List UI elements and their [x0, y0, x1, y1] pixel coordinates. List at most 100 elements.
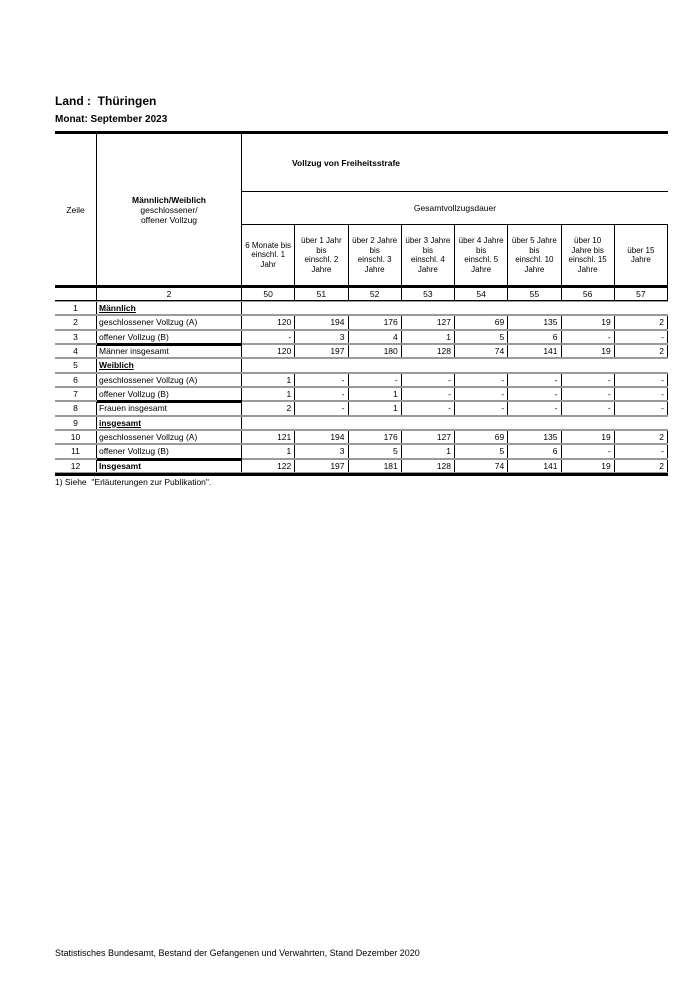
value-cell: - — [402, 387, 455, 401]
value-cell: - — [349, 373, 402, 386]
value-cell: 19 — [562, 316, 615, 329]
duration-header-title: Gesamtvollzugsdauer — [242, 192, 668, 225]
group-label: Männlich — [97, 302, 242, 315]
value-cell: 3 — [295, 330, 349, 343]
table-row-total: 12 Insgesamt 122 197 181 128 74 141 19 2 — [55, 457, 668, 473]
column-number-cell: 2 — [97, 288, 242, 300]
column-number-cell: 51 — [295, 288, 349, 300]
table-row-subtotal: 8 Frauen insgesamt 2 - 1 - - - - - — [55, 400, 668, 416]
zeile-cell: 2 — [55, 316, 97, 329]
value-cell: 5 — [455, 330, 509, 343]
value-cell: - — [615, 402, 668, 415]
empty-span-cell — [242, 302, 668, 314]
value-cell: 176 — [349, 316, 402, 329]
value-cell: - — [562, 373, 615, 386]
value-cell: 121 — [242, 430, 296, 444]
value-cell: 6 — [508, 330, 562, 343]
row-label: Insgesamt — [97, 459, 242, 472]
value-cell: 4 — [349, 330, 402, 343]
value-cell: 1 — [349, 387, 402, 401]
land-label: Land : Thüringen — [55, 94, 157, 108]
value-cell: 181 — [349, 459, 402, 472]
zeile-cell: 12 — [55, 459, 97, 472]
value-cell: - — [402, 402, 455, 415]
value-cell: - — [615, 330, 668, 343]
value-cell: - — [508, 402, 562, 415]
value-cell: - — [562, 330, 615, 343]
column-number-cell: 57 — [615, 288, 668, 300]
row-label: geschlossener Vollzug (A) — [97, 373, 242, 386]
zeile-cell: 7 — [55, 387, 97, 401]
value-cell: - — [615, 373, 668, 386]
value-cell: 141 — [508, 344, 562, 358]
stub-header-subtitle: geschlossener/ offener Vollzug — [140, 204, 198, 225]
footnote: 1) Siehe "Erläuterungen zur Publikation"… — [55, 477, 212, 487]
empty-span-cell — [242, 417, 668, 429]
value-cell: 2 — [242, 402, 296, 415]
value-cell: 74 — [455, 459, 509, 472]
column-number-empty-cell — [55, 288, 97, 300]
value-cell: 180 — [349, 344, 402, 358]
value-cell: - — [562, 402, 615, 415]
value-cell: 141 — [508, 459, 562, 472]
column-number-cell: 52 — [349, 288, 402, 300]
value-cell: - — [295, 387, 349, 401]
value-cell: 2 — [615, 430, 668, 444]
value-cell: 128 — [402, 344, 455, 358]
value-cell: 194 — [295, 430, 349, 444]
value-cell: 135 — [508, 430, 562, 444]
zeile-cell: 1 — [55, 302, 97, 315]
value-cell: 197 — [295, 344, 349, 358]
column-number-cell: 56 — [562, 288, 615, 300]
zeile-cell: 11 — [55, 445, 97, 458]
stub-header-title: Männlich/Weiblich — [132, 194, 206, 205]
column-headers: 6 Monate bis einschl. 1 Jahr über 1 Jahr… — [242, 225, 668, 285]
value-cell: 69 — [455, 430, 509, 444]
page-footer: Statistisches Bundesamt, Bestand der Gef… — [55, 948, 420, 958]
value-cell: 127 — [402, 430, 455, 444]
table-row: 11 offener Vollzug (B) 1 3 5 1 5 6 - - — [55, 444, 668, 459]
table-row: 6 geschlossener Vollzug (A) 1 - - - - - … — [55, 372, 668, 387]
value-cell: 127 — [402, 316, 455, 329]
monat-label: Monat: September 2023 — [55, 114, 168, 125]
value-cell: 1 — [242, 445, 296, 458]
zeile-cell: 4 — [55, 344, 97, 358]
value-cell: 69 — [455, 316, 509, 329]
group-label: Weiblich — [97, 359, 242, 372]
value-cell: 122 — [242, 459, 296, 472]
table-row-subtotal: 4 Männer insgesamt 120 197 180 128 74 14… — [55, 342, 668, 359]
value-cell: - — [615, 445, 668, 458]
table-row-group: 5 Weiblich — [55, 358, 668, 373]
value-cell: - — [615, 387, 668, 401]
value-cell: 2 — [615, 459, 668, 472]
table-row-group: 1 Männlich — [55, 301, 668, 316]
value-cell: 74 — [455, 344, 509, 358]
row-label: offener Vollzug (B) — [97, 330, 242, 343]
value-cell: 1 — [402, 445, 455, 458]
value-cell: 19 — [562, 430, 615, 444]
table-row: 3 offener Vollzug (B) - 3 4 1 5 6 - - — [55, 329, 668, 344]
value-cell: 120 — [242, 344, 296, 358]
value-cell: - — [455, 402, 509, 415]
value-cell: 1 — [349, 402, 402, 415]
row-label: geschlossener Vollzug (A) — [97, 316, 242, 329]
statistics-table: Zeile Männlich/Weiblich geschlossener/ o… — [55, 131, 668, 476]
zeile-cell: 8 — [55, 402, 97, 415]
zeile-cell: 3 — [55, 330, 97, 343]
stub-header-cell: Männlich/Weiblich geschlossener/ offener… — [97, 134, 242, 285]
group-label: insgesamt — [97, 416, 242, 429]
value-cell: 176 — [349, 430, 402, 444]
value-cell: 5 — [349, 445, 402, 458]
value-cell: - — [455, 387, 509, 401]
column-header: über 10 Jahre bis einschl. 15 Jahre — [562, 225, 615, 285]
span-header-title: Vollzug von Freiheitsstrafe — [242, 134, 668, 192]
table-row: 7 offener Vollzug (B) 1 - 1 - - - - - — [55, 386, 668, 402]
column-number-cell: 53 — [402, 288, 455, 300]
value-cell: - — [508, 373, 562, 386]
value-cell: 194 — [295, 316, 349, 329]
column-header: über 2 Jahre bis einschl. 3 Jahre — [349, 225, 402, 285]
value-cell: 19 — [562, 459, 615, 472]
value-cell: 5 — [455, 445, 509, 458]
value-cell: 1 — [242, 387, 296, 401]
